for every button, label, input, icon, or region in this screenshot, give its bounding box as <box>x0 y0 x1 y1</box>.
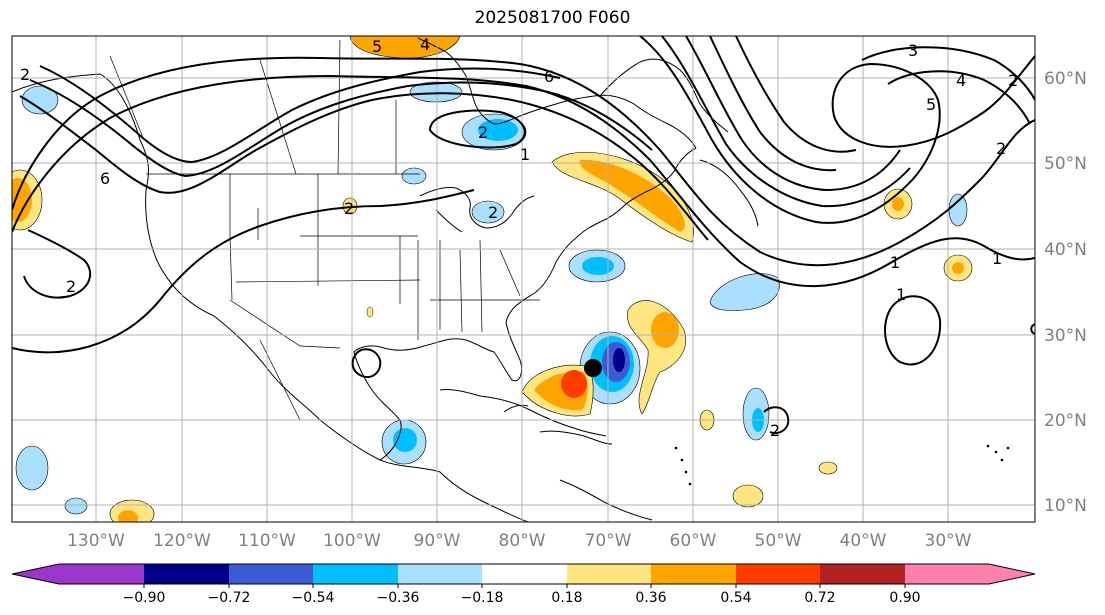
contour-label: 6 <box>544 67 554 86</box>
lon-label-60w: 60°W <box>670 531 717 551</box>
negative-anomaly-nova <box>401 167 427 185</box>
colorbar-tick-label: −0.36 <box>377 590 420 606</box>
colorbar-tick-label: 0.72 <box>804 590 835 606</box>
lon-label-120w: 120°W <box>153 531 211 551</box>
negative-anomaly-mexico-core <box>393 428 417 452</box>
map-title: 2025081700 F060 <box>474 8 631 28</box>
colorbar-tick-label: 0.36 <box>635 590 666 606</box>
contour-label: 2 <box>344 199 354 218</box>
contour-label: 2 <box>20 65 30 84</box>
colorbar: −0.90 −0.72 −0.54 −0.36 −0.18 0.18 0.36 … <box>11 563 1036 606</box>
contour-label: 5 <box>926 95 936 114</box>
colorbar-segment <box>736 564 820 584</box>
lon-label-100w: 100°W <box>323 531 381 551</box>
positive-anomaly-west-core <box>12 178 32 222</box>
contour-label: 4 <box>956 71 966 90</box>
negative-anomaly-east <box>948 193 968 227</box>
contour-label: 1 <box>896 285 906 304</box>
positive-anomaly-east1-core <box>892 197 904 211</box>
contours <box>12 36 1035 434</box>
negative-anomaly-canada <box>409 81 463 103</box>
colorbar-segment <box>651 564 736 584</box>
positive-anomaly-southwest-core <box>118 510 138 522</box>
lat-label-10n: 10°N <box>1044 496 1087 516</box>
negative-anomaly-pacific2 <box>64 497 88 515</box>
negative-anomaly-alaska <box>21 85 59 115</box>
colorbar-segment <box>144 564 229 584</box>
negative-anomaly-lakes <box>471 200 505 224</box>
gridlines <box>12 36 1035 522</box>
contour-labels: 5 4 6 2 1 2 6 2 2 2 3 4 5 2 1 1 1 2 2 <box>20 35 1018 440</box>
colorbar-segment <box>567 564 651 584</box>
colorbar-tick-label: 0.18 <box>551 590 582 606</box>
positive-anomaly-southeast3 <box>818 461 838 475</box>
positive-anomaly-band-mid <box>579 159 685 232</box>
contour-label: 5 <box>372 37 382 56</box>
contour-label: 4 <box>420 35 430 54</box>
latitude-labels: 60°N 50°N 40°N 30°N 20°N 10°N <box>1044 69 1087 516</box>
lon-label-70w: 70°W <box>585 531 632 551</box>
lat-label-30n: 30°N <box>1044 326 1087 346</box>
longitude-labels: 130°W 120°W 110°W 100°W 90°W 80°W 70°W 6… <box>67 531 972 551</box>
contour-label: 2 <box>1008 71 1018 90</box>
colorbar-segment <box>59 564 144 584</box>
contour-label: 2 <box>488 203 498 222</box>
lon-label-50w: 50°W <box>755 531 802 551</box>
lat-label-40n: 40°N <box>1044 240 1087 260</box>
lon-label-110w: 110°W <box>238 531 296 551</box>
shaded-anomalies <box>12 36 973 522</box>
contour-label: 1 <box>890 253 900 272</box>
negative-anomaly-pacific <box>15 445 49 491</box>
lon-label-80w: 80°W <box>499 531 546 551</box>
colorbar-tick-label: 0.90 <box>889 590 920 606</box>
colorbar-tick-label: −0.72 <box>208 590 251 606</box>
negative-anomaly-core <box>613 348 625 372</box>
contour-label: 2 <box>996 139 1006 158</box>
negative-anomaly-atlantic-core <box>582 257 614 275</box>
positive-anomaly-east2-core <box>952 262 964 274</box>
contour-label: 1 <box>520 145 530 164</box>
positive-anomaly-inner <box>561 370 587 398</box>
colorbar-tick-label: −0.54 <box>292 590 335 606</box>
lat-label-50n: 50°N <box>1044 154 1087 174</box>
colorbar-outline <box>11 563 1036 585</box>
negative-anomaly-midatlantic <box>709 273 780 312</box>
colorbar-segment <box>820 564 905 584</box>
map-panel: 5 4 6 2 1 2 6 2 2 2 3 4 5 2 1 1 1 2 2 <box>12 35 1035 522</box>
colorbar-segment <box>398 564 482 584</box>
contour-label: 2 <box>770 421 780 440</box>
colorbar-segment <box>905 564 989 584</box>
positive-anomaly-band <box>551 152 694 243</box>
lon-label-130w: 130°W <box>67 531 125 551</box>
colorbar-segment <box>229 564 313 584</box>
lon-label-40w: 40°W <box>840 531 887 551</box>
positive-anomaly-arc-core <box>651 312 679 348</box>
contour-label: 3 <box>908 41 918 60</box>
islands <box>674 444 1010 486</box>
colorbar-extend-low <box>12 564 59 584</box>
colorbar-tick-label: −0.90 <box>123 590 166 606</box>
map-border <box>11 35 1036 523</box>
contour-label: 2 <box>66 277 76 296</box>
positive-anomaly-texas <box>366 306 374 318</box>
contour-label: 2 <box>478 123 488 142</box>
storm-center-dot <box>584 359 602 377</box>
negative-anomaly-hudson-core <box>478 119 518 141</box>
contour-label: 1 <box>992 249 1002 268</box>
contour-label: 6 <box>100 169 110 188</box>
colorbar-tick-label: −0.18 <box>461 590 504 606</box>
lon-label-90w: 90°W <box>414 531 461 551</box>
colorbar-extend-high <box>989 564 1035 584</box>
positive-anomaly-southeast1 <box>732 484 764 508</box>
lat-label-60n: 60°N <box>1044 69 1087 89</box>
lon-label-30w: 30°W <box>925 531 972 551</box>
colorbar-segment <box>482 564 567 584</box>
colorbar-segment <box>313 564 398 584</box>
lat-label-20n: 20°N <box>1044 411 1087 431</box>
colorbar-tick-label: 0.54 <box>720 590 751 606</box>
